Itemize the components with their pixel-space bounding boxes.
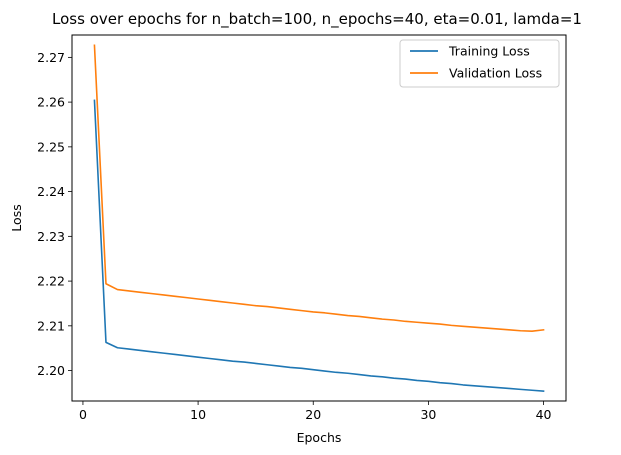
x-axis: 0 10 20 30 40 <box>79 401 552 422</box>
y-tick-label: 2.24 <box>37 184 65 199</box>
plot-frame <box>71 34 567 402</box>
y-axis-label: Loss <box>9 204 24 231</box>
y-tick-label: 2.23 <box>37 229 65 244</box>
legend: Training Loss Validation Loss <box>399 39 560 88</box>
series-line-training-loss <box>93 99 545 393</box>
y-tick-label: 2.21 <box>37 318 65 333</box>
x-axis-label: Epochs <box>297 430 342 445</box>
y-tick-label: 2.20 <box>37 363 65 378</box>
series-line-validation-loss <box>93 44 545 333</box>
plot-area <box>93 44 545 393</box>
legend-label-training-loss: Training Loss <box>448 44 530 59</box>
chart-title: Loss over epochs for n_batch=100, n_epoc… <box>52 10 582 29</box>
x-tick-label: 10 <box>190 407 206 422</box>
x-tick-label: 20 <box>305 407 321 422</box>
x-tick-label: 40 <box>536 407 552 422</box>
x-tick-label: 0 <box>79 407 87 422</box>
y-tick-label: 2.27 <box>37 50 65 65</box>
y-tick-label: 2.26 <box>37 95 65 110</box>
x-tick-label: 30 <box>420 407 436 422</box>
legend-label-validation-loss: Validation Loss <box>449 66 542 81</box>
legend-box <box>399 39 560 88</box>
y-tick-label: 2.25 <box>37 139 65 154</box>
y-tick-label: 2.22 <box>37 274 65 289</box>
y-axis: 2.20 2.21 2.22 2.23 2.24 2.25 2.26 2.27 <box>37 50 72 378</box>
